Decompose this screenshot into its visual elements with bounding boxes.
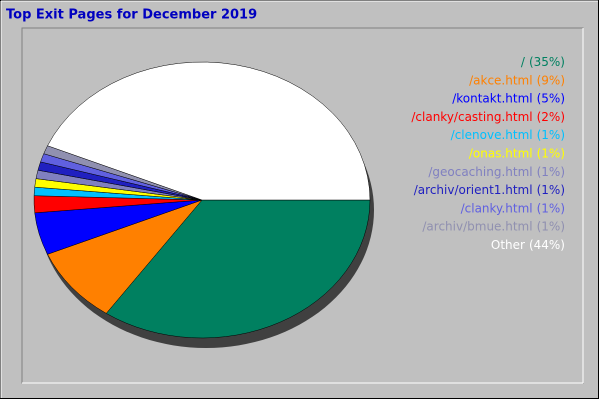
legend-value: (1%) xyxy=(537,164,565,178)
legend-value: (35%) xyxy=(529,55,565,69)
legend-value: (1%) xyxy=(537,128,565,142)
legend-entry: Other (44%) xyxy=(491,238,565,252)
legend-label: /clanky.html xyxy=(461,201,533,215)
legend-entry: /clanky.html (1%) xyxy=(461,201,565,215)
legend-entry: /archiv/bmue.html (1%) xyxy=(422,219,565,233)
chart-title: Top Exit Pages for December 2019 xyxy=(6,8,257,23)
legend-value: (5%) xyxy=(537,91,565,105)
legend-label: /clanky/casting.html xyxy=(411,109,532,123)
legend-label: /onas.html xyxy=(469,146,533,160)
legend-entry: /geocaching.html (1%) xyxy=(428,164,565,178)
legend-entry: / (35%) xyxy=(521,55,565,69)
legend-entry: /kontakt.html (5%) xyxy=(452,91,565,105)
pie-slice xyxy=(105,199,371,339)
pie-slice xyxy=(47,199,203,314)
legend-value: (2%) xyxy=(537,109,565,123)
legend-label: /geocaching.html xyxy=(428,164,532,178)
legend-value: (1%) xyxy=(537,183,565,197)
legend-label: /archiv/bmue.html xyxy=(422,219,532,233)
legend-value: (1%) xyxy=(537,219,565,233)
legend-value: (1%) xyxy=(537,146,565,160)
pie-slice xyxy=(47,61,371,201)
legend-label: /kontakt.html xyxy=(452,91,532,105)
legend-entry: /onas.html (1%) xyxy=(469,146,565,160)
legend-label: Other xyxy=(491,238,525,252)
legend-value: (44%) xyxy=(529,238,565,252)
legend-entry: /archiv/orient1.html (1%) xyxy=(414,183,565,197)
legend-label: / xyxy=(521,55,526,69)
legend-value: (1%) xyxy=(537,201,565,215)
legend-label: /clenove.html xyxy=(451,128,533,142)
legend-label: /akce.html xyxy=(469,73,532,87)
legend-entry: /akce.html (9%) xyxy=(469,73,565,87)
legend-entry: /clenove.html (1%) xyxy=(451,128,565,142)
legend-label: /archiv/orient1.html xyxy=(414,183,533,197)
legend-entry: /clanky/casting.html (2%) xyxy=(411,109,565,123)
legend-value: (9%) xyxy=(537,73,565,87)
